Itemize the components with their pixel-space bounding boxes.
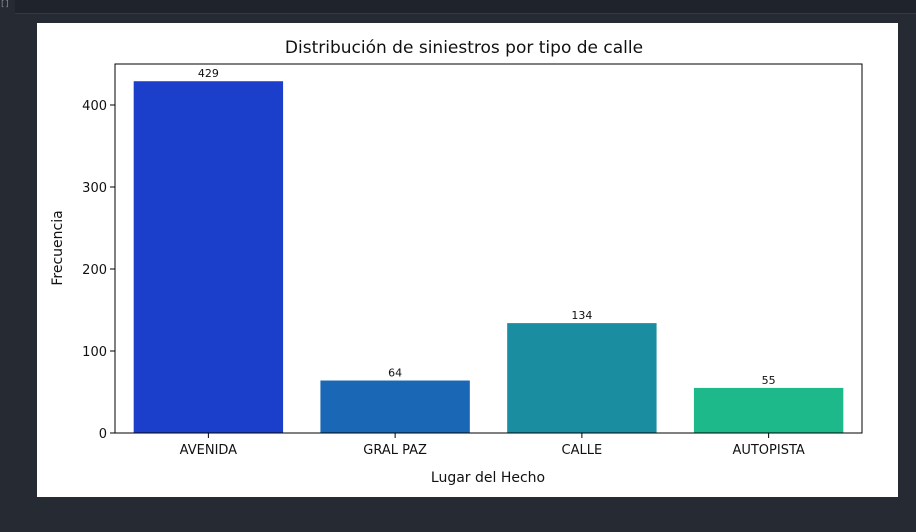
bar-value-label: 55 — [762, 374, 776, 387]
bar-autopista — [693, 387, 844, 433]
cell-gutter: [] — [0, 0, 15, 532]
y-tick-label: 300 — [82, 181, 107, 196]
bars-group: 429 64 134 55 — [133, 67, 844, 433]
bar-calle — [507, 323, 657, 433]
chart-figure: Distribución de siniestros por tipo de c… — [37, 23, 898, 497]
cell-execution-marker: [] — [0, 0, 10, 8]
bar-chart: Distribución de siniestros por tipo de c… — [50, 38, 863, 486]
bar-avenida — [133, 81, 284, 433]
x-axis: AVENIDA GRAL PAZ CALLE AUTOPISTA — [180, 433, 805, 458]
y-tick-label: 400 — [82, 99, 107, 114]
x-axis-label: Lugar del Hecho — [431, 470, 545, 486]
x-tick-label: GRAL PAZ — [363, 443, 427, 458]
x-tick-label: AUTOPISTA — [732, 443, 804, 458]
bar-value-label: 134 — [571, 309, 592, 322]
chart-title: Distribución de siniestros por tipo de c… — [285, 38, 643, 58]
plot-frame — [114, 63, 863, 434]
y-axis-label: Frecuencia — [50, 210, 66, 285]
bar-value-label: 64 — [388, 367, 402, 380]
y-tick-label: 0 — [99, 427, 107, 442]
bar-value-label: 429 — [198, 67, 219, 80]
bar-gral-paz — [320, 380, 470, 433]
y-tick-label: 100 — [82, 345, 107, 360]
x-tick-label: AVENIDA — [180, 443, 238, 458]
cell-input-area[interactable] — [15, 0, 916, 14]
y-tick-label: 200 — [82, 263, 107, 278]
y-axis: 0 100 200 300 400 — [82, 99, 115, 442]
x-tick-label: CALLE — [562, 443, 603, 458]
